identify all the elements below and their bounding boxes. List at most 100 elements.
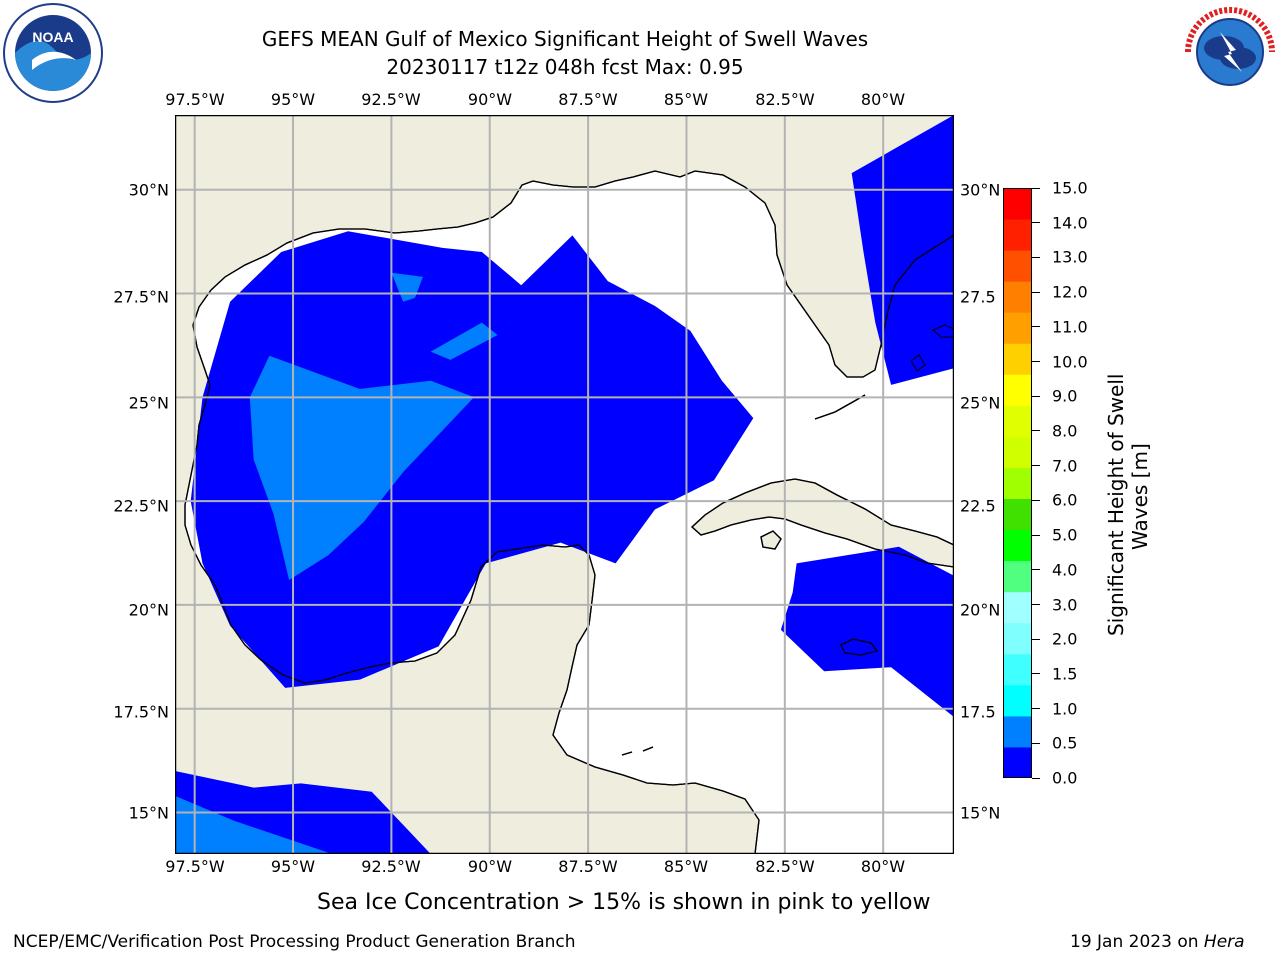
colorbar-band xyxy=(1003,529,1032,562)
coastline xyxy=(621,746,654,756)
colorbar-band xyxy=(1003,622,1032,655)
lat-label: 25°N xyxy=(960,393,1001,413)
map-plot xyxy=(175,115,954,854)
lat-label: 15°N xyxy=(128,803,169,823)
credit-text: NCEP/EMC/Verification Post Processing Pr… xyxy=(13,932,576,952)
coastline xyxy=(175,115,954,854)
lon-label: 82.5°W xyxy=(755,857,815,876)
colorbar-tick-label: 12.0 xyxy=(1052,282,1088,302)
colorbar-band xyxy=(1003,715,1032,748)
colorbar-tick-mark xyxy=(1032,777,1040,779)
colorbar-tick-label: 6.0 xyxy=(1052,490,1078,510)
lat-label: 15°N xyxy=(960,803,1001,823)
lat-label: 20°N xyxy=(960,600,1001,620)
sea-ice-note: Sea Ice Concentration > 15% is shown in … xyxy=(317,890,931,915)
date-prefix: 19 Jan 2023 on xyxy=(1070,932,1204,952)
coastline xyxy=(691,478,954,568)
colorbar-label: Significant Height of Swell Waves [m] xyxy=(1104,316,1152,636)
colorbar-band xyxy=(1003,250,1032,282)
lon-label: 85°W xyxy=(663,857,709,876)
colorbar-tick-mark xyxy=(1032,638,1040,640)
lon-label: 87.5°W xyxy=(558,857,618,876)
colorbar xyxy=(1003,188,1032,778)
lon-label: 90°W xyxy=(467,857,513,876)
lat-label: 22.5 xyxy=(960,496,996,516)
coastline xyxy=(760,530,782,550)
lat-label: 30°N xyxy=(960,180,1001,200)
colorbar-tick-label: 2.0 xyxy=(1052,629,1078,649)
coastline xyxy=(840,638,879,656)
colorbar-tick-mark xyxy=(1032,256,1040,258)
colorbar-tick-mark xyxy=(1032,187,1040,189)
colorbar-tick-label: 9.0 xyxy=(1052,386,1078,406)
map-frame xyxy=(175,115,954,854)
colorbar-label-line2: Waves [m] xyxy=(1128,443,1152,550)
colorbar-tick-label: 1.0 xyxy=(1052,699,1078,719)
lon-label: 90°W xyxy=(467,90,513,109)
colorbar-tick-mark xyxy=(1032,222,1040,224)
coastline xyxy=(814,394,866,420)
coastline xyxy=(932,324,954,338)
lat-label: 30°N xyxy=(128,180,169,200)
lon-label: 95°W xyxy=(270,90,316,109)
colorbar-tick-mark xyxy=(1032,569,1040,571)
lat-label: 27.5°N xyxy=(113,287,169,307)
lat-label: 22.5°N xyxy=(113,496,169,516)
colorbar-band xyxy=(1003,312,1032,344)
lon-label: 95°W xyxy=(270,857,316,876)
colorbar-tick-mark xyxy=(1032,708,1040,710)
lon-label: 87.5°W xyxy=(558,90,618,109)
coastline-overlay xyxy=(175,115,954,854)
machine-name: Hera xyxy=(1203,932,1245,952)
colorbar-tick-mark xyxy=(1032,499,1040,501)
colorbar-band xyxy=(1003,591,1032,624)
colorbar-band xyxy=(1003,746,1032,778)
chart-title: GEFS MEAN Gulf of Mexico Significant Hei… xyxy=(261,27,869,51)
lat-label: 20°N xyxy=(128,600,169,620)
colorbar-band xyxy=(1003,374,1032,406)
colorbar-band xyxy=(1003,219,1032,251)
colorbar-tick-mark xyxy=(1032,361,1040,362)
nws-logo xyxy=(1183,5,1277,99)
colorbar-tick-mark xyxy=(1032,604,1040,605)
colorbar-tick-label: 5.0 xyxy=(1052,525,1078,545)
colorbar-band xyxy=(1003,684,1032,717)
colorbar-tick-mark xyxy=(1032,742,1040,744)
colorbar-tick-label: 7.0 xyxy=(1052,456,1078,476)
swell-region-0.5-1.0 xyxy=(249,355,474,580)
colorbar-band xyxy=(1003,653,1032,686)
colorbar-tick-label: 10.0 xyxy=(1052,352,1088,371)
lon-label: 92.5°W xyxy=(361,90,421,109)
swell-region-0.5-1.0 xyxy=(391,272,423,302)
colorbar-tick-mark xyxy=(1032,534,1040,536)
lat-label: 27.5 xyxy=(960,287,996,307)
chart-subtitle: 20230117 t12z 048h fcst Max: 0.95 xyxy=(386,55,744,79)
graticule xyxy=(175,115,954,854)
colorbar-tick-mark xyxy=(1032,673,1040,675)
colorbar-band xyxy=(1003,498,1032,531)
lon-label: 80°W xyxy=(860,857,906,876)
swell-region-0.5-1.0 xyxy=(175,795,333,854)
colorbar-tick-mark xyxy=(1032,465,1040,467)
colorbar-tick-label: 1.5 xyxy=(1052,664,1078,684)
colorbar-band xyxy=(1003,281,1032,313)
colorbar-band xyxy=(1003,343,1032,375)
colorbar-tick-label: 3.0 xyxy=(1052,595,1078,614)
date-text: 19 Jan 2023 on Hera xyxy=(1070,932,1245,952)
colorbar-tick-label: 8.0 xyxy=(1052,421,1078,441)
swell-layer xyxy=(175,115,954,854)
colorbar-tick-mark xyxy=(1032,291,1040,293)
lon-label: 97.5°W xyxy=(165,857,225,876)
colorbar-band xyxy=(1003,467,1032,500)
colorbar-tick-label: 0.0 xyxy=(1052,768,1078,788)
colorbar-band xyxy=(1003,436,1032,468)
swell-region-0.0-0.5 xyxy=(780,546,954,717)
noaa-logo: NOAA xyxy=(3,3,103,103)
lon-label: 82.5°W xyxy=(755,90,815,109)
lat-label: 25°N xyxy=(128,393,169,413)
swell-region-0.5-1.0 xyxy=(430,322,498,360)
colorbar-tick-label: 4.0 xyxy=(1052,560,1078,580)
colorbar-frame xyxy=(1003,188,1032,778)
colorbar-tick-mark xyxy=(1032,326,1040,328)
swell-region-0.0-0.5 xyxy=(851,115,954,385)
